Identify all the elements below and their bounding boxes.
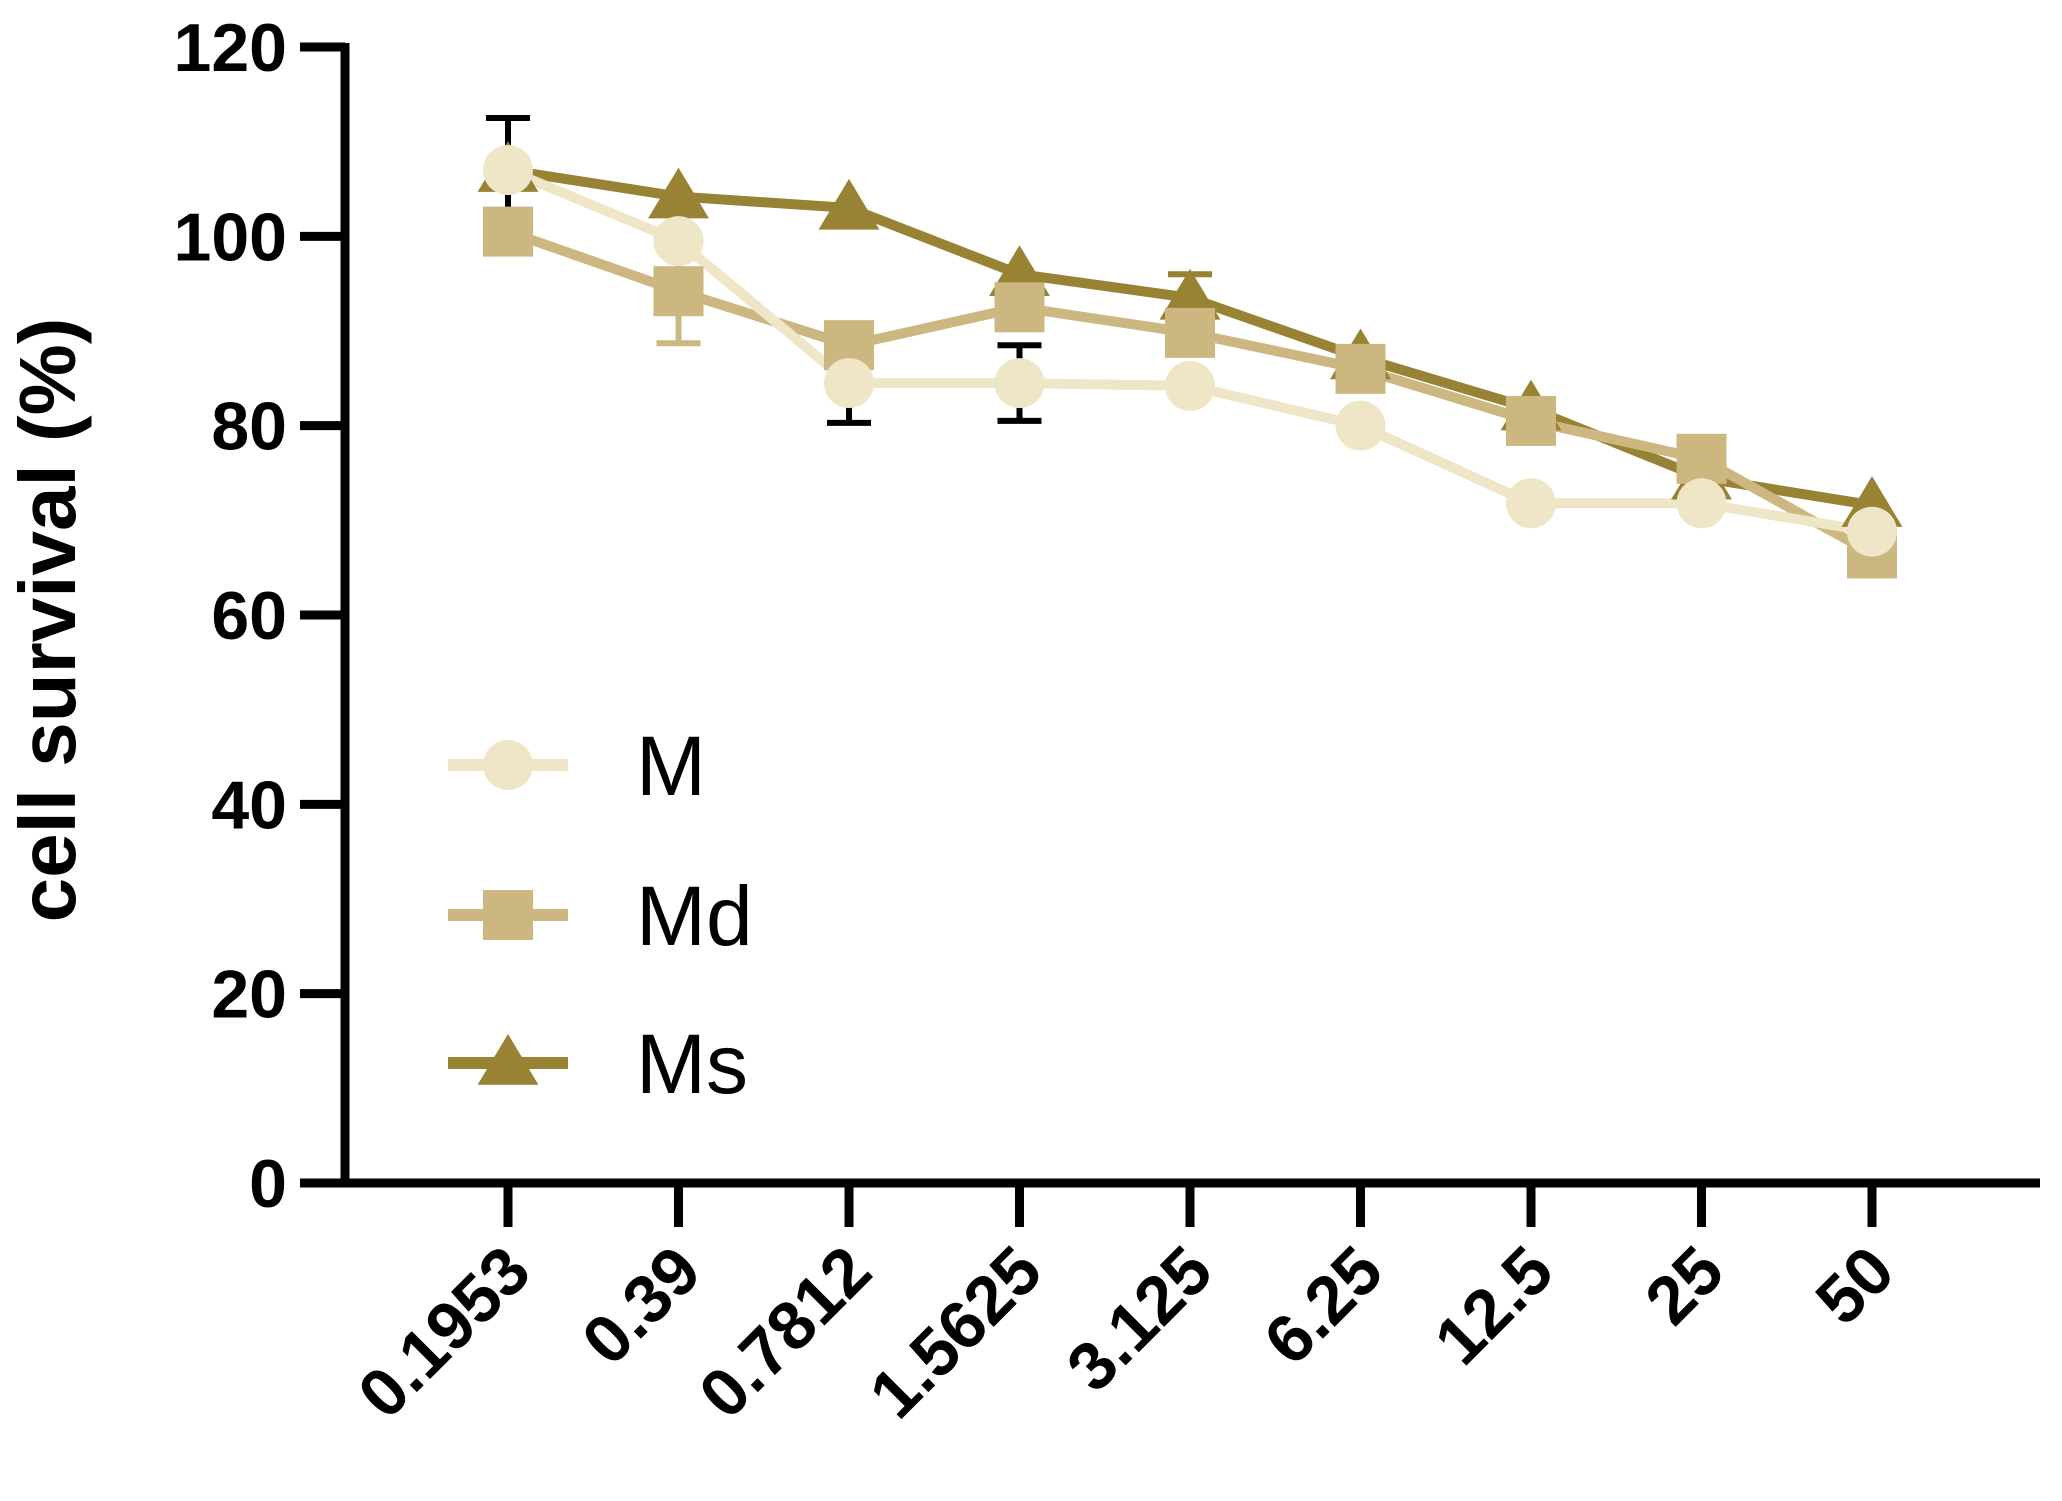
data-point-m <box>653 216 704 267</box>
data-point-md <box>1335 343 1386 394</box>
series-markers-layer <box>477 141 1903 579</box>
legend-marker-m <box>483 740 533 790</box>
x-tick-label: 0.7812 <box>685 1232 886 1433</box>
data-point-m <box>994 358 1045 409</box>
data-point-m <box>1335 400 1386 451</box>
x-tick-label: 1.5625 <box>855 1232 1056 1433</box>
y-tick-label: 40 <box>211 767 287 843</box>
data-point-ms <box>818 178 880 230</box>
legend-entry-m: M <box>448 719 706 813</box>
data-point-md <box>994 282 1045 333</box>
x-tick-label: 12.5 <box>1420 1232 1567 1379</box>
data-point-m <box>1847 506 1897 557</box>
legend-entry-md: Md <box>448 869 753 963</box>
y-tick-label: 120 <box>174 10 287 86</box>
legend-marker-ms <box>477 1034 539 1085</box>
legend-label-md: Md <box>636 869 753 963</box>
legend-label-m: M <box>636 719 706 813</box>
legend-marker-md <box>483 890 533 940</box>
y-axis-title: cell survival (%) <box>3 318 92 923</box>
y-ticks-layer: 0 20 40 60 80 100 120 <box>174 10 345 1222</box>
y-tick-label: 80 <box>211 389 287 465</box>
y-tick-label: 100 <box>174 199 287 275</box>
x-tick-label: 3.125 <box>1053 1232 1227 1406</box>
x-tick-label: 6.25 <box>1250 1232 1397 1379</box>
legend-entry-ms: Ms <box>448 1017 748 1111</box>
data-point-md <box>483 206 533 257</box>
data-point-md <box>653 266 704 317</box>
legend: M Md Ms <box>448 719 753 1111</box>
data-point-m <box>1506 478 1556 529</box>
data-point-ms <box>648 167 709 219</box>
data-point-md <box>1165 307 1215 358</box>
data-point-m <box>1165 360 1215 411</box>
data-point-m <box>824 358 874 409</box>
y-tick-label: 20 <box>211 957 287 1033</box>
x-tick-label: 25 <box>1631 1232 1738 1339</box>
data-point-m <box>483 145 533 196</box>
x-tick-label: 50 <box>1801 1232 1908 1339</box>
legend-label-ms: Ms <box>636 1017 748 1111</box>
y-tick-label: 0 <box>249 1146 287 1222</box>
data-point-m <box>1676 478 1727 529</box>
data-point-md <box>1506 395 1556 446</box>
x-tick-label: 0.39 <box>568 1232 715 1379</box>
axes-layer <box>340 43 2040 1188</box>
data-point-md <box>1676 433 1727 484</box>
data-point-ms <box>1159 268 1221 320</box>
x-tick-label: 0.1953 <box>344 1232 545 1433</box>
y-tick-label: 60 <box>211 578 287 654</box>
